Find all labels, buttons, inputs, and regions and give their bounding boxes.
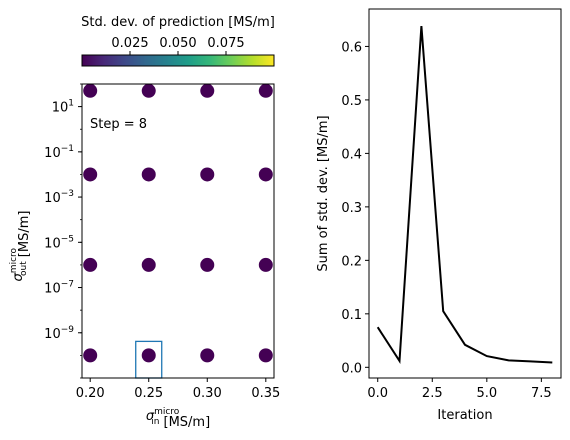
y-axis-sup: micro	[9, 247, 19, 273]
scatter-panel: Step = 8 0.20 0.25 0.30 0.35 101 10−1 10−3 10−…	[9, 83, 280, 430]
colorbar: Std. dev. of prediction [MS/m] 0.025 0.05…	[81, 15, 275, 67]
colorbar-tick-label: 0.050	[159, 36, 196, 51]
x-tick-label: 5.0	[476, 386, 497, 401]
scatter-axes-frame	[81, 83, 275, 379]
scatter-point	[200, 257, 215, 272]
line-series	[376, 26, 553, 364]
colorbar-label: Std. dev. of prediction [MS/m]	[81, 15, 275, 30]
sum-std-dev-line	[376, 26, 553, 364]
y-tick-label: 0.4	[341, 147, 362, 162]
colorbar-ticks: 0.025 0.050 0.075	[111, 36, 245, 55]
scatter-x-axis-label: σmicro in [MS/m]	[146, 407, 210, 430]
y-tick-label: 0.1	[341, 308, 362, 323]
x-axis-sup: micro	[154, 407, 180, 417]
scatter-x-ticks: 0.20 0.25 0.30 0.35	[76, 378, 280, 401]
y-tick-label: 101	[52, 99, 74, 116]
y-axis-symbol: σ	[11, 272, 26, 281]
y-tick-label: 0.5	[341, 94, 362, 109]
x-tick-label: 0.20	[76, 386, 105, 401]
scatter-point	[141, 167, 156, 182]
line-y-axis-label: Sum of std. dev. [MS/m]	[316, 115, 331, 271]
scatter-y-ticks: 101 10−1 10−3 10−5 10−7 10−9	[44, 83, 82, 379]
y-tick-label: 0.2	[341, 254, 362, 269]
y-tick-label: 10−9	[44, 325, 74, 342]
scatter-point	[200, 167, 215, 182]
scatter-point	[83, 83, 98, 98]
y-tick-label: 0.3	[341, 201, 362, 216]
line-x-ticks: 0.0 2.5 5.0 7.5	[367, 378, 552, 401]
scatter-point	[200, 348, 215, 363]
scatter-points	[83, 83, 273, 363]
x-axis-symbol: σ	[146, 409, 155, 424]
scatter-point	[258, 83, 273, 98]
x-tick-label: 0.25	[134, 386, 163, 401]
y-tick-label: 10−1	[44, 144, 74, 161]
y-tick-label: 0.0	[341, 361, 362, 376]
x-tick-label: 2.5	[422, 386, 443, 401]
colorbar-gradient	[81, 54, 275, 67]
scatter-point	[258, 167, 273, 182]
scatter-point	[200, 83, 215, 98]
colorbar-tick-label: 0.075	[207, 36, 244, 51]
x-tick-label: 0.30	[193, 386, 222, 401]
scatter-point	[141, 257, 156, 272]
scatter-point	[83, 167, 98, 182]
scatter-y-axis-label: σmicroout [MS/m]	[9, 211, 32, 282]
x-tick-label: 0.35	[251, 386, 280, 401]
line-axes-frame	[368, 8, 562, 379]
scatter-point	[83, 257, 98, 272]
y-tick-label: 0.6	[341, 40, 362, 55]
y-tick-label: 10−5	[44, 234, 74, 251]
step-annotation: Step = 8	[90, 117, 147, 132]
scatter-point	[141, 83, 156, 98]
colorbar-tick-label: 0.025	[111, 36, 148, 51]
x-tick-label: 0.0	[367, 386, 388, 401]
scatter-point	[258, 348, 273, 363]
x-axis-sub: in	[151, 417, 159, 427]
scatter-point	[258, 257, 273, 272]
line-y-ticks: 0.0 0.1 0.2 0.3 0.4 0.5 0.6	[341, 40, 369, 376]
y-tick-label: 10−7	[44, 280, 74, 297]
y-axis-unit: [MS/m]	[17, 211, 32, 258]
scatter-point	[141, 348, 156, 363]
y-axis-sub: out	[19, 261, 29, 276]
scatter-point	[83, 348, 98, 363]
y-tick-label: 10−3	[44, 189, 74, 206]
line-x-axis-label: Iteration	[437, 408, 492, 423]
x-axis-unit: [MS/m]	[164, 415, 211, 430]
x-tick-label: 7.5	[531, 386, 552, 401]
line-panel: 0.0 2.5 5.0 7.5 0.0 0.1 0.2 0.3 0.4 0.5 0.6 Itera…	[316, 8, 562, 423]
